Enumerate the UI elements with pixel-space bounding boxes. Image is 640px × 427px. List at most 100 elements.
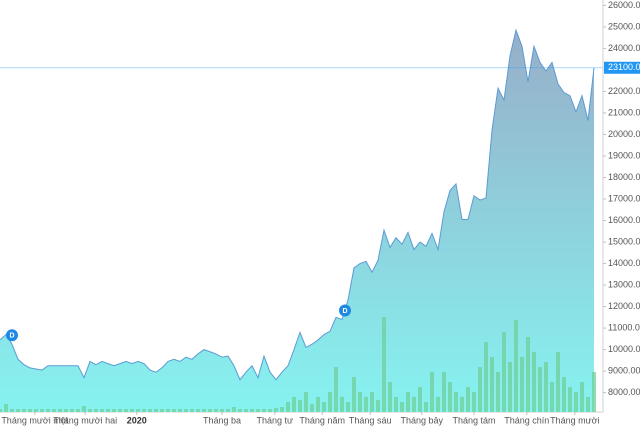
volume-bar	[460, 397, 464, 412]
volume-bar	[124, 409, 128, 412]
volume-bar	[172, 409, 176, 412]
volume-bar	[496, 372, 500, 412]
x-tick-label: 2020	[127, 415, 147, 425]
x-tick-label: Tháng mười một	[1, 415, 68, 425]
y-tick-label: 21000.00	[608, 107, 640, 117]
y-tick-label: 12000.00	[608, 301, 640, 311]
price-line	[0, 28, 595, 381]
volume-bar	[490, 357, 494, 412]
volume-bar	[40, 409, 44, 412]
volume-bar	[538, 367, 542, 412]
volume-bar	[70, 409, 74, 412]
y-tick-label: 18000.00	[608, 172, 640, 182]
dividend-marker	[339, 304, 351, 317]
volume-bar	[412, 397, 416, 412]
volume-bar	[136, 409, 140, 412]
volume-bar	[274, 408, 278, 412]
volume-bar	[484, 342, 488, 412]
dividend-marker	[6, 329, 18, 342]
volume-bar	[448, 382, 452, 412]
volume-bar	[502, 332, 506, 412]
volume-bar	[82, 406, 86, 412]
volume-bar	[532, 352, 536, 412]
volume-bar	[220, 409, 224, 412]
volume-bar	[352, 377, 356, 412]
volume-bar	[382, 317, 386, 412]
volume-bar	[4, 404, 8, 412]
y-tick-label: 19000.00	[608, 150, 640, 160]
volume-bar	[322, 402, 326, 412]
y-tick-label: 8000.00	[608, 387, 640, 397]
volume-bar	[112, 409, 116, 412]
volume-bar	[400, 402, 404, 412]
y-tick-label: 14000.00	[608, 258, 640, 268]
volume-bar	[298, 400, 302, 412]
volume-bar	[472, 392, 476, 412]
volume-bar	[226, 409, 230, 412]
volume-bar	[214, 409, 218, 412]
volume-bar	[586, 397, 590, 412]
volume-bar	[430, 372, 434, 412]
volume-bar	[508, 362, 512, 412]
volume-bar	[358, 392, 362, 412]
volume-bar	[34, 409, 38, 412]
volume-bar	[406, 392, 410, 412]
x-tick-label: Tháng tám	[452, 415, 495, 425]
volume-bar	[46, 409, 50, 412]
volume-bar	[130, 409, 134, 412]
x-tick-label: Tháng chín	[504, 415, 549, 425]
volume-bar	[178, 409, 182, 412]
volume-bar	[520, 357, 524, 412]
volume-bar	[52, 409, 56, 412]
x-tick-label: Tháng mười hai	[53, 415, 117, 425]
volume-bar	[280, 407, 284, 412]
volume-bar	[160, 409, 164, 412]
volume-bar	[556, 352, 560, 412]
volume-bar	[286, 402, 290, 412]
volume-bar	[88, 409, 92, 412]
volume-bar	[58, 409, 62, 412]
volume-bar	[580, 382, 584, 412]
volume-bar	[388, 382, 392, 412]
dividend-label: D	[9, 333, 14, 340]
volume-bar	[76, 409, 80, 412]
volume-bar	[10, 409, 14, 412]
y-tick-label: 20000.00	[608, 129, 640, 139]
volume-bar	[478, 367, 482, 412]
x-tick-label: Tháng tư	[257, 415, 294, 425]
y-tick-label: 9000.00	[608, 365, 640, 375]
volume-bar	[106, 409, 110, 412]
x-tick-label: Tháng ba	[203, 415, 241, 425]
volume-bar	[310, 404, 314, 412]
volume-bar	[94, 409, 98, 412]
volume-bar	[466, 387, 470, 412]
y-tick-label: 17000.00	[608, 193, 640, 203]
volume-bar	[304, 392, 308, 412]
y-tick-label: 10000.00	[608, 344, 640, 354]
volume-bar	[568, 387, 572, 412]
volume-bar	[316, 397, 320, 412]
volume-bar	[550, 382, 554, 412]
y-tick-label: 26000.00	[608, 0, 640, 10]
y-tick-label: 13000.00	[608, 279, 640, 289]
volume-bar	[376, 400, 380, 412]
volume-bar	[292, 397, 296, 412]
volume-bar	[148, 409, 152, 412]
volume-bar	[232, 407, 236, 412]
volume-bar	[592, 372, 596, 412]
price-area	[0, 30, 594, 412]
volume-bar	[370, 392, 374, 412]
volume-bar	[562, 377, 566, 412]
volume-bar	[514, 320, 518, 412]
volume-bar	[268, 409, 272, 412]
volume-bar	[364, 397, 368, 412]
volume-bar	[16, 409, 20, 412]
x-tick-label: Tháng năm	[299, 415, 345, 425]
volume-bar	[328, 392, 332, 412]
volume-bar	[256, 409, 260, 412]
y-tick-label: 15000.00	[608, 236, 640, 246]
volume-bar	[28, 409, 32, 412]
volume-bar	[544, 362, 548, 412]
